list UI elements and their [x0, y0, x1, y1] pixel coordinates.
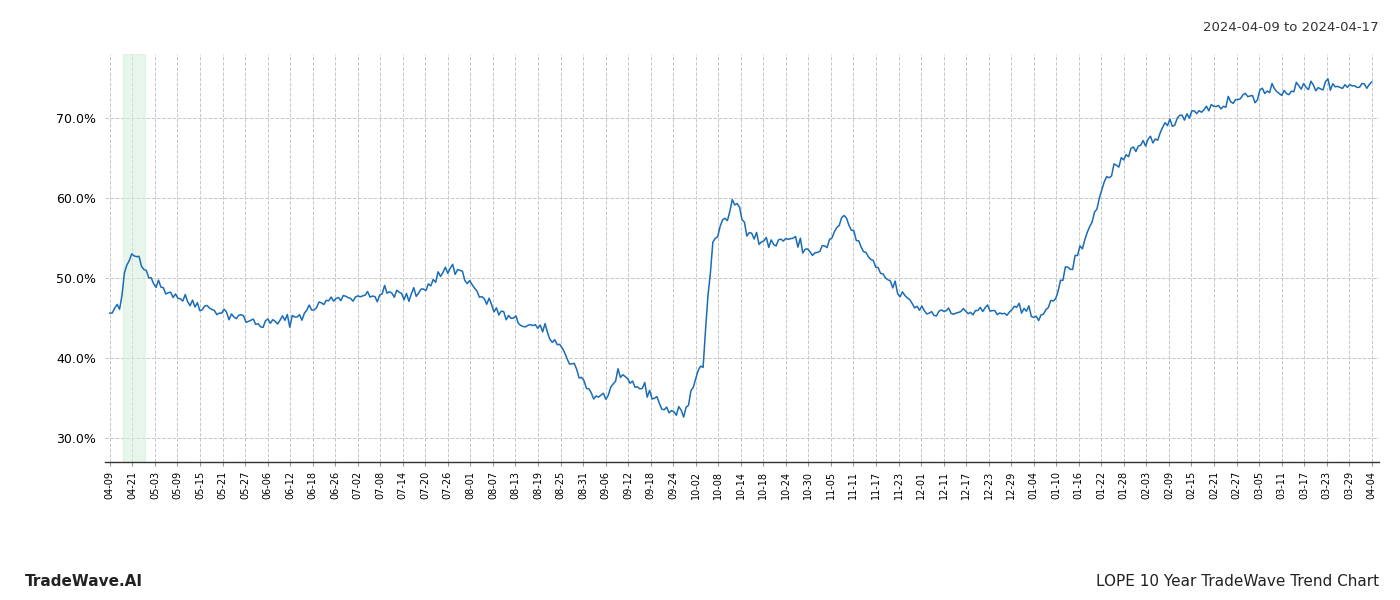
Text: 2024-04-09 to 2024-04-17: 2024-04-09 to 2024-04-17: [1204, 21, 1379, 34]
Text: TradeWave.AI: TradeWave.AI: [25, 574, 143, 589]
Bar: [123, 54, 146, 462]
Text: LOPE 10 Year TradeWave Trend Chart: LOPE 10 Year TradeWave Trend Chart: [1096, 574, 1379, 589]
